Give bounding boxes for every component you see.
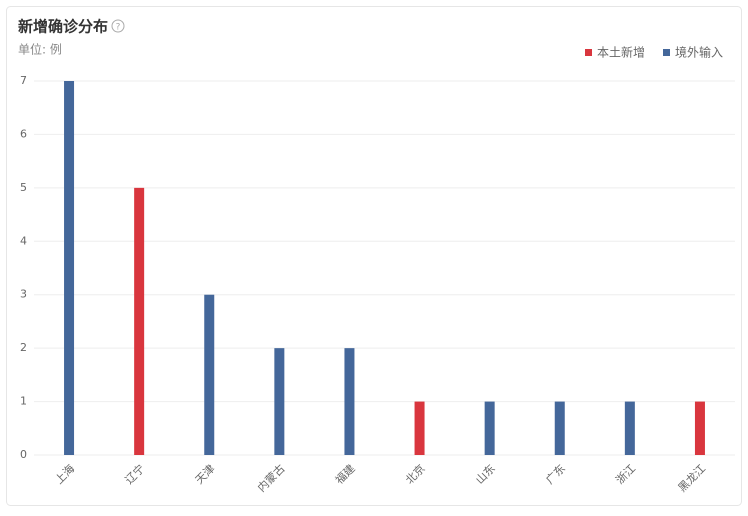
y-tick-label: 3 [20,288,27,301]
help-icon[interactable] [111,19,125,33]
bar [344,348,355,455]
y-tick-label: 5 [20,181,27,194]
y-tick-label: 2 [20,341,27,354]
bar [554,401,565,455]
chart-subtitle: 单位: 例 [18,42,62,57]
y-tick-label: 4 [20,234,27,247]
y-tick-label: 7 [20,74,27,87]
bar [204,294,215,455]
legend-swatch [663,49,670,56]
legend: 境外输入 本土新增 [585,45,723,60]
legend-label: 境外输入 [675,45,723,60]
y-tick-label: 6 [20,127,27,140]
help-icon-mark: ? [116,23,121,33]
chart-title: 新增确诊分布 [18,18,108,36]
bar [414,401,425,455]
legend-swatch [585,49,592,56]
bar [274,348,285,455]
y-tick-label: 1 [20,395,27,408]
y-tick-label: 0 [20,448,27,461]
bar [484,401,495,455]
bar [64,81,75,455]
bar [624,401,635,455]
bar [134,187,145,455]
bar [694,401,705,455]
card [6,6,742,506]
legend-label: 本土新增 [597,45,645,60]
